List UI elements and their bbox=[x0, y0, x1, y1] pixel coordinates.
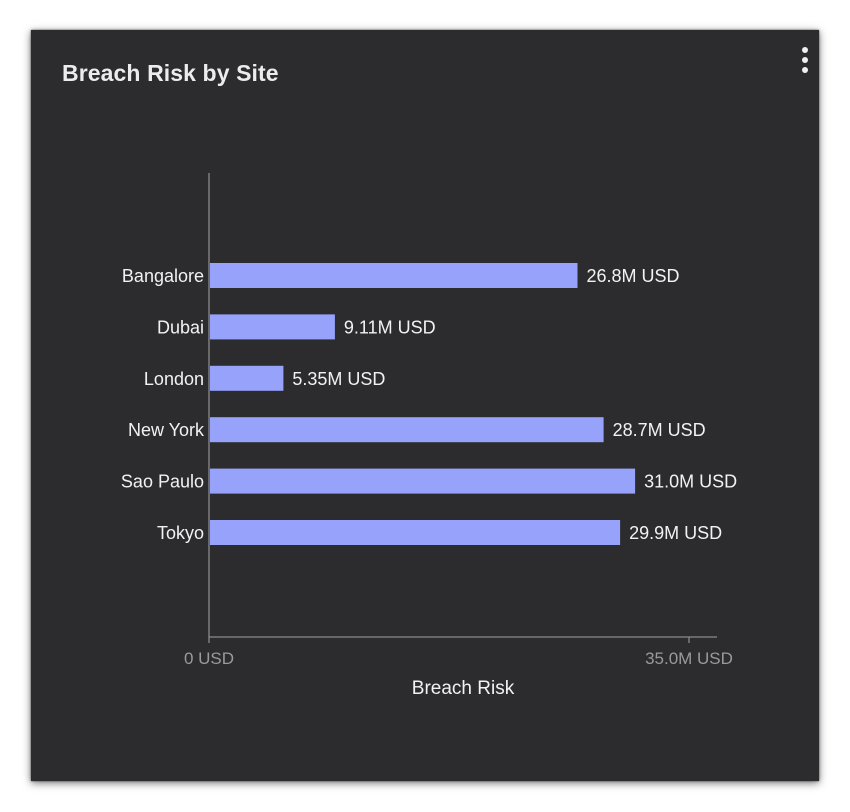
bar-sao-paulo[interactable] bbox=[210, 468, 636, 494]
bar-tokyo[interactable] bbox=[210, 520, 621, 545]
category-label: New York bbox=[128, 420, 205, 440]
bar-london[interactable] bbox=[210, 365, 284, 391]
bar-new-york[interactable] bbox=[210, 417, 604, 443]
more-vertical-icon bbox=[802, 47, 808, 73]
category-label: Dubai bbox=[157, 317, 204, 337]
bars-layer: Bangalore 26.8M USD Dubai 9.11M USD London 5.… bbox=[121, 263, 737, 545]
value-label: 26.8M USD bbox=[587, 266, 680, 286]
x-tick-label: 0 USD bbox=[184, 649, 234, 668]
value-label: 5.35M USD bbox=[292, 369, 385, 389]
bar-chart: Bangalore 26.8M USD Dubai 9.11M USD London 5.… bbox=[121, 173, 737, 699]
x-tick-label: 35.0M USD bbox=[645, 649, 733, 668]
category-label: Tokyo bbox=[157, 523, 204, 543]
more-options-button[interactable] bbox=[795, 44, 815, 76]
bar-bangalore[interactable] bbox=[210, 263, 578, 288]
bar-dubai[interactable] bbox=[210, 314, 335, 340]
chart-card: Breach Risk by Site Bangalore 26.8M USD Du… bbox=[31, 30, 819, 781]
category-label: London bbox=[144, 369, 204, 389]
category-label: Sao Paulo bbox=[121, 472, 204, 492]
value-label: 9.11M USD bbox=[344, 317, 436, 337]
card-title: Breach Risk by Site bbox=[62, 60, 279, 86]
value-label: 31.0M USD bbox=[644, 472, 737, 492]
ticks-layer: 0 USD 35.0M USD bbox=[184, 637, 733, 668]
x-axis-title: Breach Risk bbox=[412, 678, 515, 699]
value-label: 28.7M USD bbox=[613, 420, 706, 440]
category-label: Bangalore bbox=[122, 266, 204, 286]
value-label: 29.9M USD bbox=[629, 523, 722, 543]
